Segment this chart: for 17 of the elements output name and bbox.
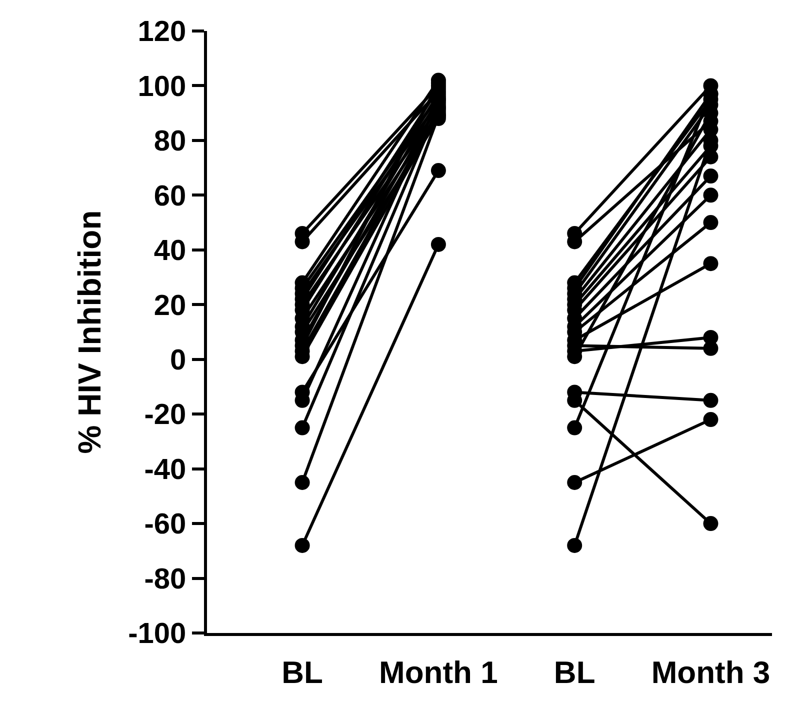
y-tick-label: 120 (138, 16, 186, 48)
y-tick-label: 60 (154, 180, 186, 212)
y-tick-label: -100 (128, 618, 186, 650)
y-tick-label: 40 (154, 235, 186, 268)
y-tick-label: -40 (144, 454, 186, 486)
y-tick-label: -20 (144, 399, 186, 432)
y-tick-label: 0 (170, 344, 186, 377)
x-tick-label: Month 1 (379, 655, 498, 690)
y-tick-label: 80 (154, 126, 186, 158)
y-tick-label: -60 (144, 508, 186, 541)
y-tick-label: -80 (144, 563, 186, 596)
y-tick-label: 100 (138, 70, 186, 103)
y-axis-title: % HIV Inhibition (71, 210, 108, 454)
y-tick-label: 20 (154, 290, 186, 322)
x-tick-label: BL (554, 655, 596, 690)
x-tick-label: BL (282, 655, 323, 690)
x-tick-label: Month 3 (651, 655, 770, 690)
